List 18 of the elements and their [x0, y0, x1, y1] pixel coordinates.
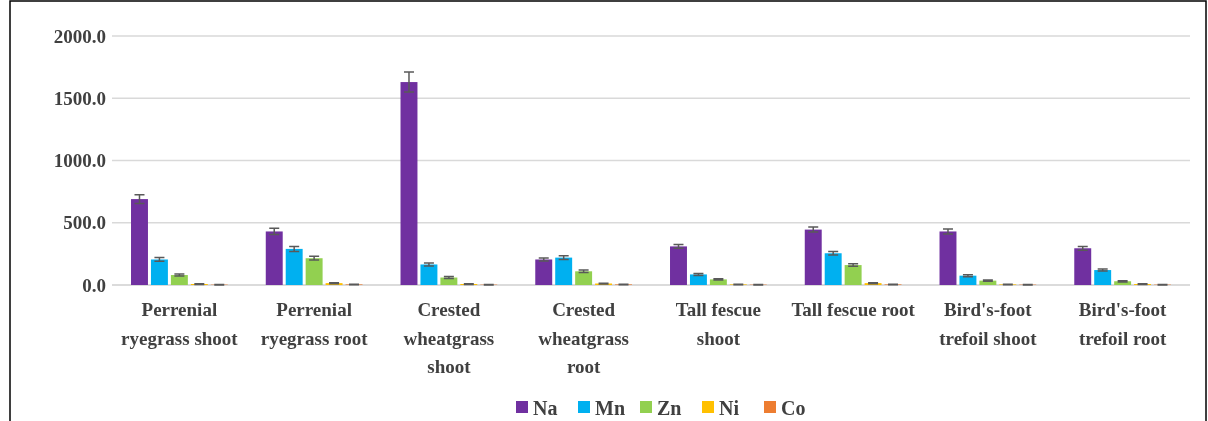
y-tick-label: 1500.0 [53, 87, 106, 109]
x-tick-label: Tall fescue shoot [675, 299, 762, 349]
y-tick-label: 1000.0 [53, 150, 106, 172]
legend-label: Ni [719, 397, 740, 419]
legend-label: Na [533, 397, 558, 419]
y-tick-label: 500.0 [63, 212, 106, 234]
x-tick-label: Bird's-foot trefoil root [1078, 299, 1168, 349]
x-tick-label: Crested wheatgrass root [538, 299, 630, 378]
legend-label: Zn [657, 397, 682, 419]
x-tick-label: Bird's-foot trefoil shoot [939, 299, 1038, 349]
legend-label: Mn [595, 397, 625, 419]
x-tick-label: Perrenial ryegrass root [260, 299, 369, 349]
x-tick-label: Tall fescue root [791, 299, 916, 321]
y-tick-label: 2000.0 [53, 25, 106, 47]
x-tick-label: Perrenial ryegrass shoot [121, 299, 239, 349]
legend-label: Co [781, 397, 806, 419]
x-tick-label: Crested wheatgrass shoot [403, 299, 495, 378]
y-tick-label: 0.0 [82, 274, 106, 296]
